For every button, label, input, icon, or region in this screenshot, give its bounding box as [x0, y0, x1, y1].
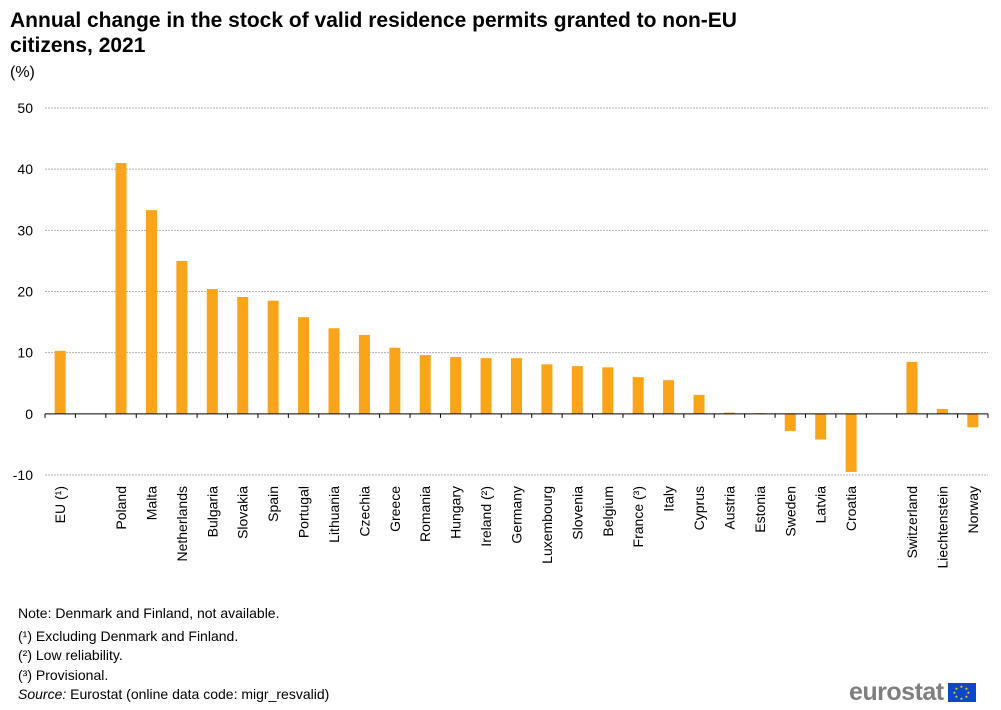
bar	[571, 366, 583, 414]
x-tick-label: Romania	[417, 486, 433, 542]
axes	[44, 413, 989, 418]
x-tick-label: Latvia	[813, 486, 829, 524]
x-tick-label: Lithuania	[326, 486, 342, 543]
x-tick-label: Switzerland	[904, 486, 920, 558]
x-tick-label: France (³)	[630, 486, 646, 547]
bars	[54, 163, 979, 472]
bar	[693, 394, 705, 414]
x-tick-label: Czechia	[356, 486, 372, 537]
x-tick-label: Malta	[143, 486, 159, 520]
bar	[298, 317, 310, 414]
y-tick-label: 10	[17, 345, 33, 361]
chart-notes: Note: Denmark and Finland, not available…	[18, 604, 329, 705]
bar	[906, 361, 918, 414]
bar	[115, 163, 127, 414]
source-text: Eurostat (online data code: migr_resvali…	[66, 686, 330, 702]
x-tick-label: Greece	[387, 486, 403, 532]
bar	[358, 334, 370, 414]
bar	[419, 355, 431, 414]
bar	[237, 297, 249, 414]
gridlines	[45, 107, 988, 476]
bar	[328, 328, 340, 414]
y-tick-label: -10	[13, 467, 33, 483]
x-tick-label: Bulgaria	[204, 486, 220, 538]
x-tick-label: Spain	[265, 486, 281, 522]
x-tick-label: Germany	[509, 486, 525, 544]
bar	[967, 413, 979, 428]
x-tick-label: Cyprus	[691, 486, 707, 530]
x-tick-label: Ireland (²)	[478, 486, 494, 547]
tick-labels: -10 0 10 20 30 40 50 EU (¹) Poland Malta Netherlan…	[13, 100, 981, 569]
bar	[206, 289, 218, 414]
x-tick-label: Portugal	[296, 486, 312, 538]
source-line: Source: Eurostat (online data code: migr…	[18, 685, 329, 705]
bar	[784, 413, 796, 431]
y-tick-label: 40	[17, 161, 33, 177]
chart-title: Annual change in the stock of valid resi…	[10, 9, 737, 57]
bar	[541, 364, 553, 414]
x-tick-label: EU (¹)	[52, 486, 68, 523]
bar	[723, 412, 735, 414]
x-tick-label: Austria	[721, 486, 737, 530]
bar	[845, 413, 857, 472]
bar	[602, 367, 614, 414]
x-tick-label: Estonia	[752, 486, 768, 533]
bar	[176, 260, 188, 414]
x-tick-label: Luxembourg	[539, 486, 555, 564]
source-label: Source:	[18, 686, 67, 702]
x-tick-label: Belgium	[600, 486, 616, 537]
y-tick-label: 20	[17, 284, 33, 300]
bar	[145, 210, 157, 414]
unit-label: (%)	[10, 64, 35, 81]
x-tick-label: Sweden	[782, 486, 798, 537]
bar	[632, 377, 644, 414]
footnote-2: (²) Low reliability.	[18, 647, 123, 663]
bar	[815, 413, 827, 440]
bar	[54, 350, 66, 414]
y-tick-label: 0	[25, 406, 33, 422]
bar	[663, 380, 675, 414]
x-tick-label: Netherlands	[174, 486, 190, 562]
x-tick-label: Poland	[113, 486, 129, 530]
x-tick-label: Hungary	[448, 486, 464, 539]
x-tick-label: Slovakia	[235, 486, 251, 539]
eurostat-logo: eurostat ★ ★ ★ ★ ★ ★ ★ ★	[849, 678, 976, 706]
x-tick-label: Slovenia	[569, 486, 585, 540]
x-tick-label: Croatia	[843, 486, 859, 531]
bar	[936, 408, 948, 414]
bar-chart: -10 0 10 20 30 40 50 EU (¹) Poland Malta Netherlan…	[13, 100, 989, 569]
logo-text: eurostat	[849, 678, 944, 706]
y-tick-label: 50	[17, 100, 33, 116]
x-tick-label: Norway	[965, 486, 981, 533]
y-tick-label: 30	[17, 222, 33, 238]
footnote-1: (¹) Excluding Denmark and Finland.	[18, 627, 239, 644]
note-not-available: Note: Denmark and Finland, not available…	[18, 605, 280, 621]
eu-flag-icon: ★ ★ ★ ★ ★ ★ ★ ★	[947, 682, 976, 702]
bar	[450, 356, 462, 414]
footnote-3: (³) Provisional.	[18, 666, 109, 683]
bar	[389, 347, 401, 414]
bar	[267, 300, 279, 414]
x-tick-label: Liechtenstein	[934, 486, 950, 569]
bar	[511, 358, 522, 414]
x-tick-label: Italy	[661, 486, 677, 512]
bar	[480, 358, 492, 414]
